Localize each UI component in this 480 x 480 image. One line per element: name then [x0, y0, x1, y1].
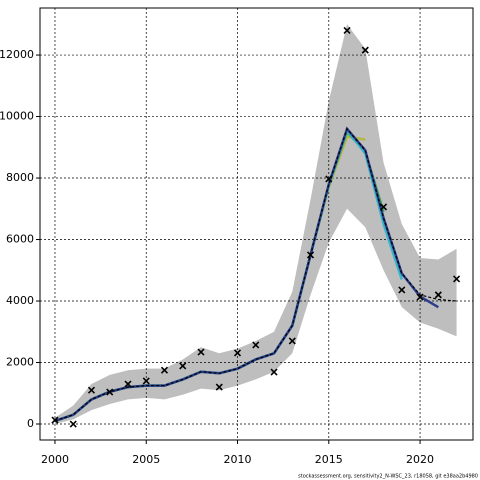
y-tick-label: 4000 [6, 294, 34, 307]
observation [416, 293, 424, 301]
observation [197, 348, 205, 356]
observation [233, 349, 242, 357]
observation [179, 362, 187, 370]
y-tick-label: 0 [27, 417, 34, 430]
plot-frame [39, 7, 474, 441]
observation [124, 380, 132, 388]
y-tick-label: 12000 [0, 48, 34, 61]
observation [398, 286, 406, 294]
series-line [54, 127, 457, 422]
x-tick-label: 2000 [41, 453, 69, 466]
observation [270, 368, 278, 376]
y-tick-label: 6000 [6, 233, 34, 246]
confidence-band [54, 24, 457, 425]
observation [361, 46, 369, 54]
observation [306, 251, 315, 259]
footer: stockassessment.org, sensitivity2_N-WSC_… [298, 474, 478, 480]
x-tick-label: 2015 [315, 453, 343, 466]
observation [252, 341, 260, 349]
observation [325, 175, 333, 183]
y-tick-label: 2000 [6, 356, 34, 369]
observation [160, 366, 169, 374]
y-tick-label: 8000 [6, 171, 34, 184]
observation [51, 416, 59, 424]
observation [343, 26, 351, 35]
observation [379, 203, 388, 211]
y-tick-label: 10000 [0, 110, 34, 123]
observation [87, 386, 96, 394]
observation [69, 420, 77, 428]
observation [142, 377, 150, 385]
observation [106, 388, 114, 396]
x-tick-label: 2020 [406, 453, 434, 466]
observation [215, 383, 223, 391]
observation [434, 291, 442, 299]
observation [288, 337, 296, 345]
x-tick-label: 2005 [132, 453, 160, 466]
observation [453, 275, 461, 283]
x-tick-label: 2010 [224, 453, 252, 466]
